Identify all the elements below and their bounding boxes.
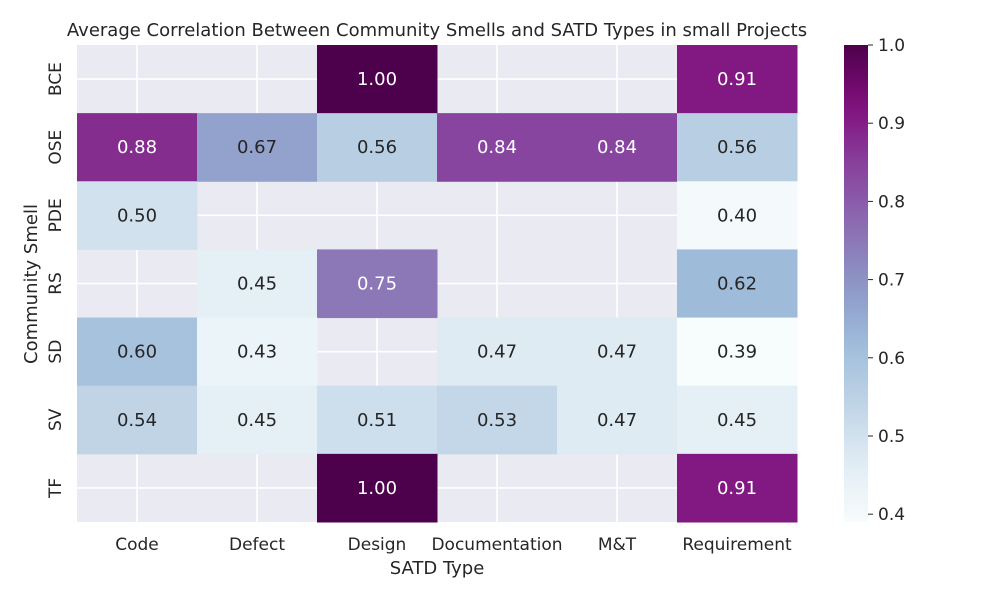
heatmap-cell [317, 249, 438, 319]
y-tick-label: PDE [46, 198, 66, 232]
heatmap-cell [317, 45, 438, 114]
cell-value-label: 0.67 [237, 137, 277, 158]
plot-area: 1.00 0.91 0.88 0.67 0.56 0.84 0.84 0.56 0.50 0.40… [77, 45, 798, 523]
heatmap-cell [677, 385, 798, 455]
x-axis-ticks: Code Defect Design Documentation M&T Requirem… [115, 535, 792, 555]
heatmap-cell [77, 317, 198, 387]
cell-value-label: 0.47 [597, 342, 637, 363]
cell-value-label: 0.60 [117, 342, 157, 363]
heatmap-cell [197, 113, 318, 182]
colorbar-tick-label: 0.8 [878, 192, 905, 212]
colorbar-tick-label: 1.0 [878, 36, 905, 56]
colorbar-tick-label: 0.7 [878, 271, 905, 291]
cell-value-label: 0.47 [477, 342, 517, 363]
x-tick-label: M&T [598, 535, 637, 555]
heatmap-cell [677, 45, 798, 114]
y-tick-label: SV [46, 408, 66, 431]
cell-value-label: 0.39 [717, 342, 757, 363]
cell-value-label: 0.50 [117, 205, 157, 226]
colorbar-gradient [844, 45, 868, 522]
heatmap-cell [197, 317, 318, 387]
y-axis-ticks: BCE OSE PDE RS SD SV TF [46, 62, 66, 499]
heatmap-cell [437, 113, 558, 182]
heatmap-cell [77, 385, 198, 455]
cell-value-label: 0.45 [717, 410, 757, 431]
heatmap-cell [557, 113, 678, 182]
cell-value-label: 1.00 [357, 478, 397, 499]
heatmap-cell [197, 385, 318, 455]
chart-title: Average Correlation Between Community Sm… [67, 20, 807, 41]
heatmap-cell [317, 453, 438, 523]
cell-value-label: 1.00 [357, 69, 397, 90]
cell-value-label: 0.45 [237, 410, 277, 431]
heatmap-cell [77, 113, 198, 182]
y-tick-label: BCE [46, 62, 66, 96]
cell-value-label: 0.91 [717, 69, 757, 90]
heatmap-cell [437, 385, 558, 455]
cell-value-label: 0.56 [357, 137, 397, 158]
cell-value-label: 0.84 [477, 137, 517, 158]
heatmap-cell [317, 113, 438, 182]
heatmap-cell [197, 249, 318, 319]
cell-value-label: 0.56 [717, 137, 757, 158]
x-tick-label: Defect [229, 535, 285, 555]
y-axis-label: Community Smell [21, 204, 42, 364]
cell-value-label: 0.53 [477, 410, 517, 431]
heatmap-cell [677, 249, 798, 319]
colorbar-tick-label: 0.9 [878, 114, 905, 134]
y-tick-label: SD [46, 340, 66, 364]
heatmap-cell [557, 385, 678, 455]
heatmap-cell [437, 317, 558, 387]
y-tick-label: OSE [46, 130, 66, 165]
cell-value-label: 0.84 [597, 137, 637, 158]
cell-value-label: 0.91 [717, 478, 757, 499]
x-tick-label: Design [348, 535, 407, 555]
cell-value-label: 0.47 [597, 410, 637, 431]
cell-value-label: 0.62 [717, 274, 757, 295]
x-tick-label: Requirement [682, 535, 792, 555]
heatmap-cell [77, 181, 198, 250]
heatmap-cell [677, 181, 798, 250]
cell-value-label: 0.43 [237, 342, 277, 363]
x-tick-label: Code [115, 535, 159, 555]
heatmap-cell [317, 385, 438, 455]
cell-value-label: 0.54 [117, 410, 157, 431]
y-tick-label: RS [46, 272, 66, 295]
cell-value-label: 0.88 [117, 137, 157, 158]
heatmap-cell [557, 317, 678, 387]
colorbar-tick-label: 0.4 [878, 505, 905, 525]
cell-value-label: 0.40 [717, 205, 757, 226]
colorbar-tick-label: 0.6 [878, 349, 905, 369]
colorbar-tick-label: 0.5 [878, 427, 905, 447]
heatmap-cell [677, 317, 798, 387]
heatmap-cell [677, 113, 798, 182]
x-axis-label: SATD Type [390, 558, 485, 579]
cell-value-label: 0.75 [357, 274, 397, 295]
y-tick-label: TF [46, 478, 66, 499]
cell-value-label: 0.45 [237, 274, 277, 295]
cell-value-label: 0.51 [357, 410, 397, 431]
x-tick-label: Documentation [431, 535, 562, 555]
heatmap-cell [677, 453, 798, 523]
colorbar: 0.4 0.5 0.6 0.7 0.8 0.9 1.0 [844, 36, 905, 525]
